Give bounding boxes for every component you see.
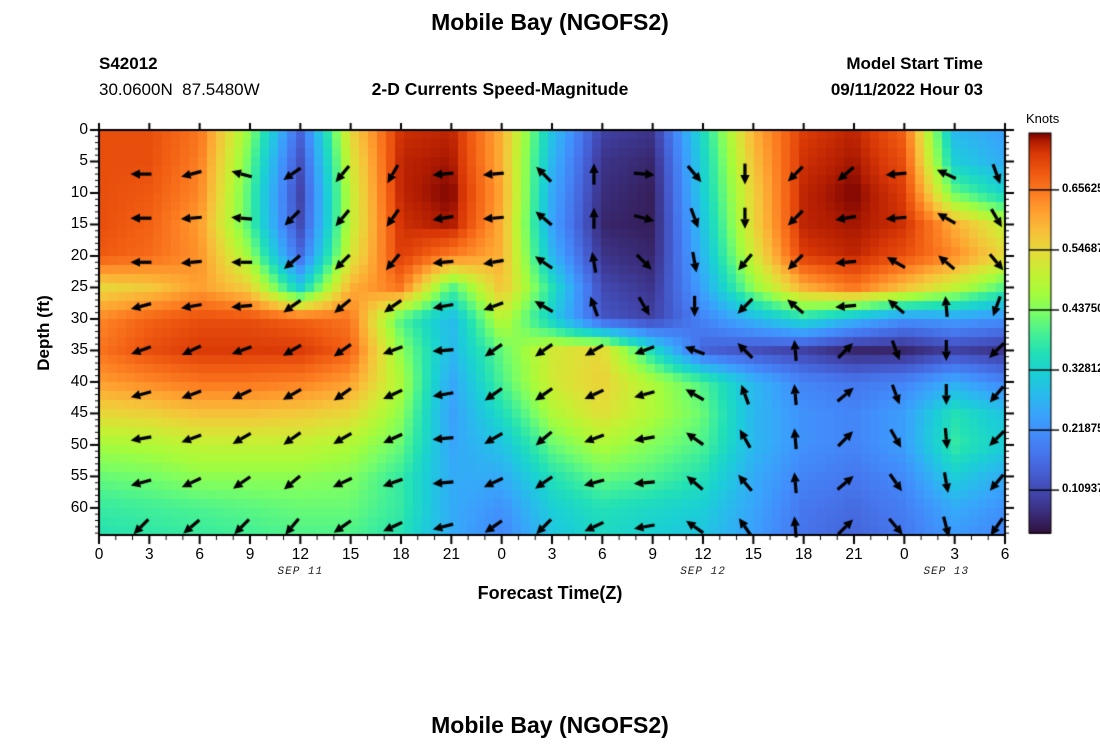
x-tick-label: 21 xyxy=(845,546,863,563)
x-tick-label: 18 xyxy=(795,546,813,563)
colorbar-tick-label: 0.10937 xyxy=(1062,483,1100,496)
x-tick-label: 6 xyxy=(598,546,607,563)
station-id: S42012 xyxy=(99,54,158,73)
x-tick-label: 15 xyxy=(744,546,762,563)
x-tick-label: 12 xyxy=(291,546,309,563)
x-tick-label: 12 xyxy=(694,546,712,563)
y-tick-label: 5 xyxy=(79,152,88,170)
x-tick-label: 9 xyxy=(648,546,657,563)
x-tick-label: 21 xyxy=(442,546,460,563)
y-tick-label: 50 xyxy=(70,435,88,453)
colorbar-tick-label: 0.32812 xyxy=(1062,363,1100,376)
y-tick-label: 45 xyxy=(70,404,88,422)
y-tick-label: 35 xyxy=(70,341,88,359)
model-start-value: 09/11/2022 Hour 03 xyxy=(830,80,983,99)
page-title: Mobile Bay (NGOFS2) xyxy=(431,9,669,35)
x-axis-title: Forecast Time(Z) xyxy=(477,583,623,603)
x-tick-label: 9 xyxy=(245,546,255,563)
colorbar-tick-label: 0.43750 xyxy=(1062,302,1100,315)
chart-subtitle: 2-D Currents Speed-Magnitude xyxy=(371,79,629,99)
model-start-label: Model Start Time xyxy=(846,54,983,73)
x-tick-label: 18 xyxy=(392,546,410,563)
x-tick-label: 6 xyxy=(1000,546,1010,563)
x-tick-label: 0 xyxy=(94,546,104,563)
x-tick-label: 3 xyxy=(547,546,557,563)
x-tick-label: 0 xyxy=(900,546,909,563)
colorbar-tick-label: 0.21875 xyxy=(1062,423,1100,436)
x-tick-label: 6 xyxy=(195,546,204,563)
y-tick-label: 30 xyxy=(70,309,88,327)
y-tick-label: 55 xyxy=(70,467,88,485)
colorbar-tick-label: 0.54687 xyxy=(1062,242,1100,255)
y-tick-label: 10 xyxy=(70,183,88,201)
y-tick-label: 40 xyxy=(70,372,88,390)
y-tick-label: 15 xyxy=(70,215,88,233)
y-tick-label: 25 xyxy=(70,278,88,296)
second-chart-title: Mobile Bay (NGOFS2) xyxy=(431,712,669,738)
x-tick-label: 3 xyxy=(950,546,959,563)
x-axis-date-label: SEP 11 xyxy=(277,566,324,578)
x-tick-label: 15 xyxy=(342,546,360,563)
y-tick-label: 0 xyxy=(79,121,88,138)
x-axis-date-label: SEP 12 xyxy=(680,566,726,578)
colorbar-units-label: Knots xyxy=(1026,111,1060,126)
y-axis-title: Depth (ft) xyxy=(34,295,53,371)
y-tick-label: 60 xyxy=(70,498,88,516)
colorbar-tick-label: 0.65625 xyxy=(1062,182,1100,195)
y-tick-label: 20 xyxy=(70,246,88,264)
x-tick-label: 3 xyxy=(145,546,154,563)
x-tick-label: 0 xyxy=(497,546,506,563)
x-axis-date-label: SEP 13 xyxy=(923,566,970,578)
station-coordinates: 30.0600N 87.5480W xyxy=(99,80,260,99)
